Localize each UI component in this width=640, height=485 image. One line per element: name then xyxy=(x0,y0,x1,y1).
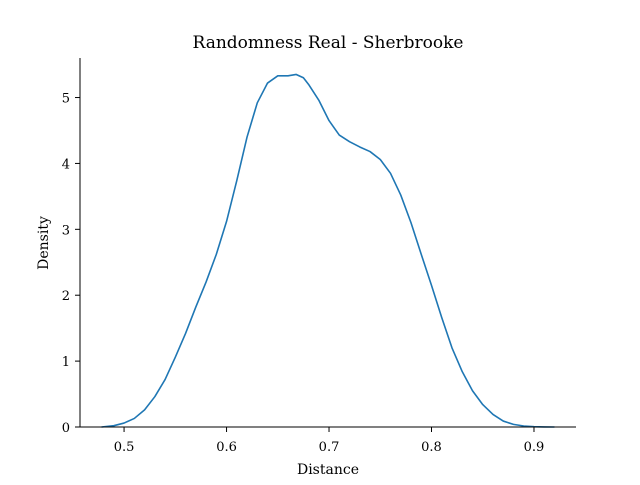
x-tick-label: 0.8 xyxy=(421,440,442,455)
x-tick-label: 0.6 xyxy=(216,440,237,455)
x-tick-label: 0.7 xyxy=(319,440,340,455)
x-axis-label: Distance xyxy=(297,462,359,478)
x-tick-label: 0.9 xyxy=(524,440,545,455)
y-tick-label: 3 xyxy=(62,223,70,238)
x-tick-label: 0.5 xyxy=(114,440,135,455)
chart-title: Randomness Real - Sherbrooke xyxy=(193,33,464,53)
density-curve-0 xyxy=(101,73,555,428)
y-tick-label: 1 xyxy=(62,355,70,370)
x-axis-ticks: 0.5 0.6 0.7 0.8 0.9 xyxy=(114,427,545,455)
y-tick-label: 0 xyxy=(62,421,70,436)
y-axis-ticks: 0 1 2 3 4 5 xyxy=(62,92,80,436)
y-tick-label: 4 xyxy=(62,157,70,172)
plot-area xyxy=(101,73,555,428)
y-tick-label: 2 xyxy=(62,289,70,304)
y-axis-label: Density xyxy=(36,216,52,270)
y-tick-label: 5 xyxy=(62,92,70,107)
